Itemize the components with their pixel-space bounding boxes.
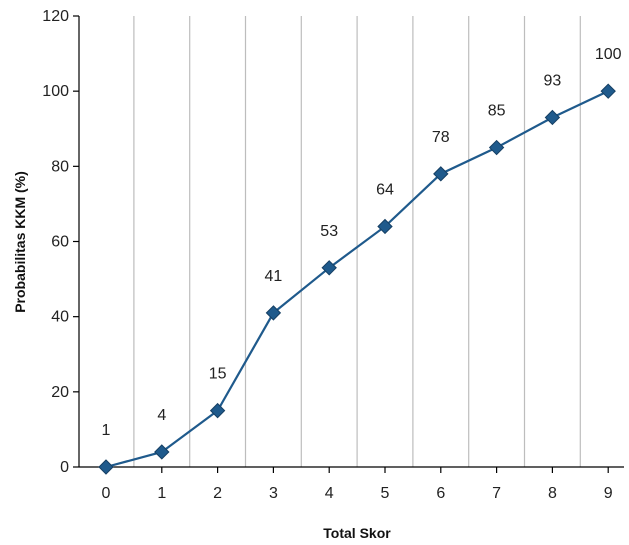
data-label: 78 bbox=[432, 129, 450, 146]
y-tick-label: 80 bbox=[51, 158, 69, 175]
x-tick-label: 8 bbox=[548, 485, 557, 502]
data-label: 53 bbox=[320, 223, 338, 240]
x-tick-label: 1 bbox=[157, 485, 166, 502]
data-point-marker bbox=[433, 166, 449, 182]
x-axis-title: Total Skor bbox=[323, 525, 391, 541]
data-point-marker bbox=[377, 218, 393, 235]
x-tick-label: 7 bbox=[492, 485, 501, 502]
y-tick-label: 20 bbox=[51, 384, 69, 401]
data-label: 15 bbox=[209, 366, 227, 383]
data-point-marker bbox=[600, 83, 616, 99]
data-label: 64 bbox=[376, 181, 394, 198]
y-tick-label: 100 bbox=[42, 83, 69, 100]
y-axis-title: Probabilitas KKM (%) bbox=[12, 171, 28, 313]
data-label: 85 bbox=[488, 103, 506, 120]
x-tick-label: 2 bbox=[213, 485, 222, 502]
x-tick-label: 4 bbox=[325, 485, 334, 502]
x-tick-label: 3 bbox=[269, 485, 278, 502]
data-markers bbox=[98, 83, 616, 475]
data-label: 100 bbox=[595, 46, 622, 63]
axes bbox=[73, 15, 624, 473]
data-point-marker bbox=[154, 444, 170, 460]
data-labels: 1 4 15 41 53 64 78 85 93 100 bbox=[102, 46, 622, 439]
data-label: 1 bbox=[102, 422, 111, 439]
x-tick-label: 9 bbox=[604, 485, 613, 502]
vertical-gridlines bbox=[133, 16, 581, 467]
data-point-marker bbox=[544, 109, 561, 126]
x-tick-label: 0 bbox=[102, 485, 111, 502]
data-point-marker bbox=[265, 305, 282, 321]
x-tick-labels: 0 1 2 3 4 5 6 7 8 9 bbox=[102, 485, 613, 502]
data-point-marker bbox=[321, 260, 337, 276]
y-tick-labels: 0 20 40 60 80 100 120 bbox=[42, 8, 69, 476]
series-polyline bbox=[105, 90, 609, 469]
x-tick-label: 6 bbox=[436, 485, 445, 502]
x-tick-label: 5 bbox=[381, 485, 390, 502]
series-line bbox=[105, 90, 609, 469]
data-point-marker bbox=[488, 139, 505, 156]
data-point-marker bbox=[209, 402, 226, 419]
data-label: 93 bbox=[544, 72, 562, 89]
y-tick-label: 60 bbox=[51, 234, 69, 251]
data-point-marker bbox=[98, 459, 114, 475]
y-tick-label: 120 bbox=[42, 8, 69, 25]
y-tick-label: 0 bbox=[60, 459, 69, 476]
data-label: 41 bbox=[265, 268, 283, 285]
y-tick-label: 40 bbox=[51, 309, 69, 326]
data-label: 4 bbox=[157, 407, 166, 424]
